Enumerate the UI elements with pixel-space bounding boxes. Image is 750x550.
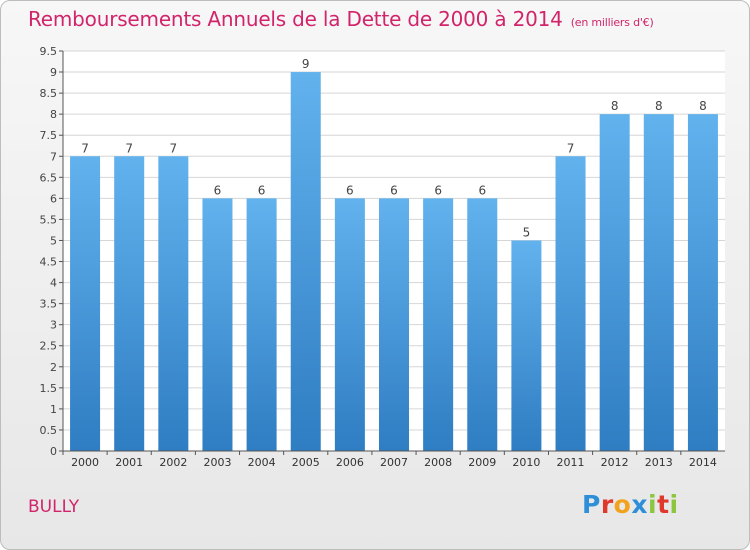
bar [158,156,189,451]
logo-letter: x [631,490,648,519]
y-tick-label: 6 [50,192,57,205]
bar-value-label: 7 [81,141,89,155]
y-tick-label: 5.5 [40,213,58,226]
x-tick-label: 2006 [336,456,364,469]
bar [511,240,542,451]
bar [334,198,365,451]
logo-letter: P [582,490,601,519]
bar [555,156,586,451]
proxiti-logo[interactable]: Proxiti [582,490,679,519]
bar [246,198,277,451]
y-tick-label: 8 [50,108,57,121]
y-tick-label: 5 [50,234,57,247]
bar [290,72,321,451]
y-tick-label: 0 [50,445,57,458]
x-tick-label: 2010 [512,456,540,469]
x-tick-label: 2003 [203,456,231,469]
bar-value-label: 7 [170,141,178,155]
y-tick-label: 0.5 [40,424,58,437]
y-tick-label: 1 [50,403,57,416]
bar-value-label: 6 [346,183,354,197]
logo-letter: i [648,490,658,519]
bar-value-label: 6 [258,183,266,197]
bar-value-label: 7 [125,141,133,155]
bar [643,114,674,451]
x-tick-label: 2000 [71,456,99,469]
y-tick-label: 8.5 [40,87,58,100]
x-tick-label: 2013 [645,456,673,469]
chart-title-text: Remboursements Annuels de la Dette de 20… [28,7,563,31]
y-tick-label: 3.5 [40,298,58,311]
bar [70,156,101,451]
y-tick-label: 4 [50,277,57,290]
bar [687,114,718,451]
bar [114,156,145,451]
logo-letter: r [600,490,614,519]
logo-letter: o [613,490,632,519]
x-tick-label: 2002 [159,456,187,469]
x-tick-label: 2009 [468,456,496,469]
bar-value-label: 5 [523,225,531,239]
bar-chart: 0 0.5 1 1.5 2 2.5 3 3.5 4 4.5 5 5.5 6 6.5 7 7.5 8 8.5 9 9.5… [40,45,725,469]
x-tick-label: 2001 [115,456,143,469]
bar [378,198,410,451]
y-tick-label: 2 [50,361,57,374]
bar-value-label: 8 [655,99,663,113]
bar [599,114,630,451]
bar [467,198,498,451]
x-tick-label: 2011 [557,456,585,469]
bar [202,198,233,451]
bar-value-label: 7 [567,141,575,155]
bar-value-label: 6 [434,183,442,197]
y-tick-label: 1.5 [40,382,58,395]
y-tick-label: 7 [50,150,57,163]
logo-letter: i [669,490,679,519]
x-axis: 2000 2001 2002 2003 2004 2005 2006 2007 2008 2009… [62,450,725,469]
x-tick-label: 2004 [248,456,276,469]
y-axis: 0 0.5 1 1.5 2 2.5 3 3.5 4 4.5 5 5.5 6 6.5 7 7.5 8 8.5 9 9.5 [40,45,64,458]
bar-value-label: 6 [478,183,486,197]
bar [423,198,454,451]
bar-value-label: 8 [611,99,619,113]
y-tick-label: 9 [50,66,57,79]
chart-title: Remboursements Annuels de la Dette de 20… [28,7,654,31]
bar-value-label: 8 [699,99,707,113]
y-tick-label: 7.5 [40,129,58,142]
x-tick-label: 2012 [601,456,629,469]
bar-value-label: 9 [302,57,310,71]
x-tick-label: 2008 [424,456,452,469]
y-tick-label: 2.5 [40,340,58,353]
x-tick-label: 2014 [689,456,717,469]
logo-letter: t [657,490,670,519]
y-tick-label: 6.5 [40,171,58,184]
bar-value-label: 6 [390,183,398,197]
y-tick-label: 9.5 [40,45,58,58]
y-tick-label: 4.5 [40,256,58,269]
y-tick-label: 3 [50,319,57,332]
x-tick-label: 2007 [380,456,408,469]
bar-value-label: 6 [214,183,222,197]
x-tick-label: 2005 [292,456,320,469]
bars-group: 7 7 7 6 6 9 6 6 6 6 5 7 8 8 8 [70,57,718,451]
chart-subtitle: (en milliers d'€) [570,16,654,29]
commune-name: BULLY [28,497,80,517]
